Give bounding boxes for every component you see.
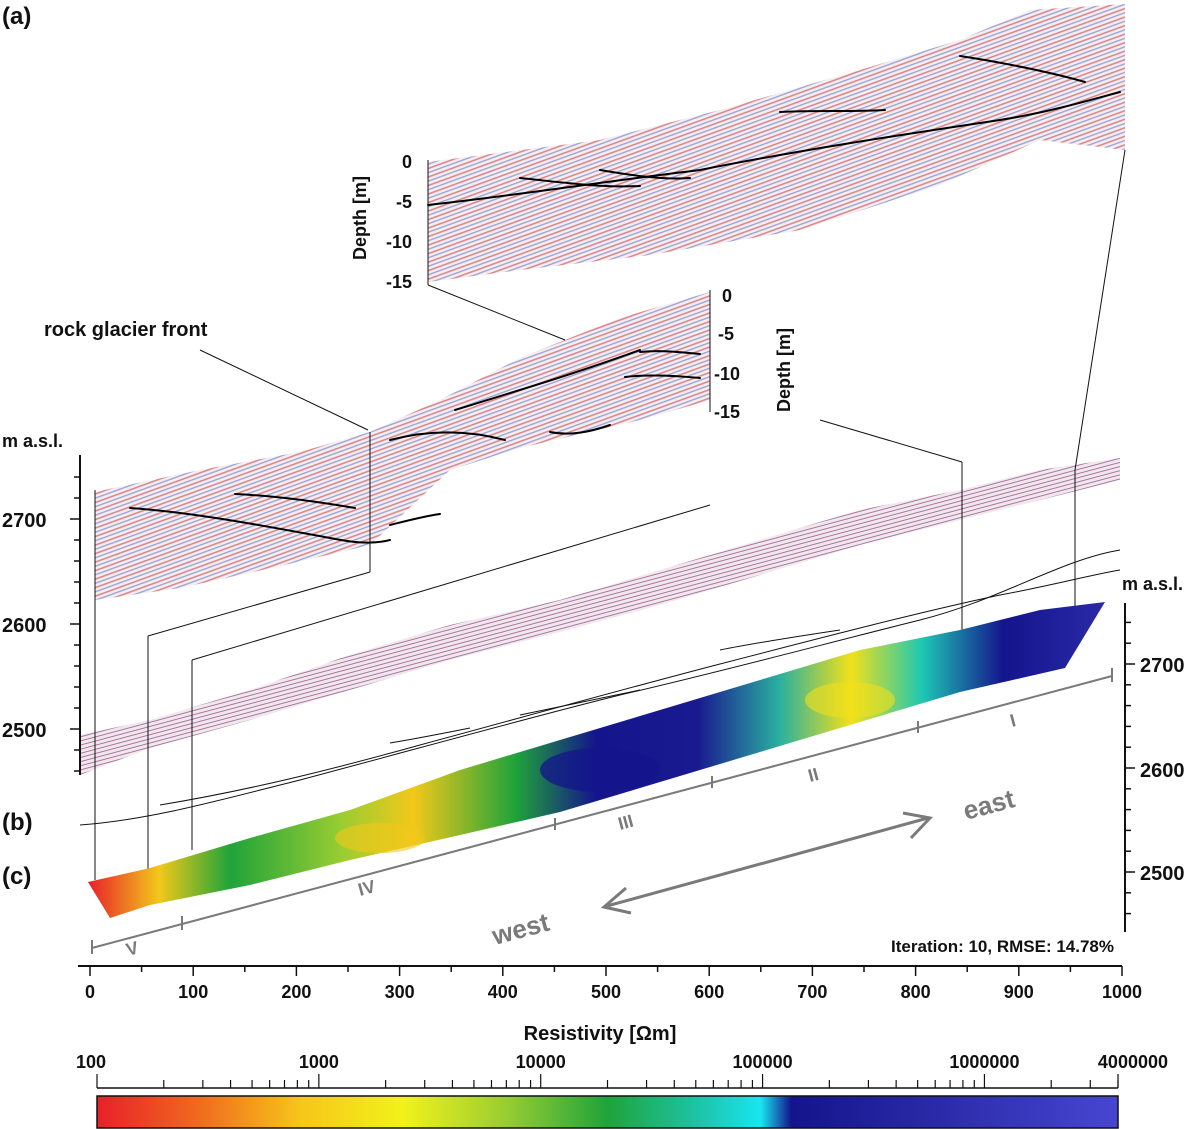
depth-tick-lower: -15 <box>714 402 740 422</box>
section-label: III <box>616 811 636 834</box>
depth-tick-lower: -5 <box>718 324 734 344</box>
colorbar-tick-label: 10000 <box>516 1052 566 1072</box>
right-axis-tick: 2700 <box>1140 655 1185 677</box>
left-elevation-axis: m a.s.l. 2700 2600 2500 <box>2 431 81 775</box>
distance-tick-label: 600 <box>694 982 724 1002</box>
west-label: west <box>488 907 553 951</box>
gpr-zoom-upper: Depth [m] 0 -5 -10 -15 <box>350 4 1125 292</box>
inversion-stats: Iteration: 10, RMSE: 14.78% <box>891 937 1114 956</box>
right-axis-unit: m a.s.l. <box>1122 574 1183 594</box>
colorbar-tick-label: 1000 <box>299 1052 339 1072</box>
distance-axis: 0 100 200 300 400 500 600 700 800 900 1000 <box>78 965 1142 1002</box>
distance-tick-label: 100 <box>178 982 208 1002</box>
colorbar: Resistivity [Ωm] 100 1000 10000 100000 10000… <box>76 1023 1168 1129</box>
distance-tick-label: 700 <box>797 982 827 1002</box>
section-label: V <box>124 937 141 959</box>
colorbar-tick-label: 1000000 <box>949 1052 1019 1072</box>
colorbar-label: Resistivity [Ωm] <box>524 1023 677 1045</box>
depth-label-upper: Depth [m] <box>350 176 370 260</box>
right-axis-tick: 2500 <box>1140 863 1185 885</box>
distance-tick-label: 0 <box>85 982 95 1002</box>
left-axis-tick: 2700 <box>2 510 47 532</box>
section-baseline: V IV III II I <box>91 668 1113 960</box>
connector-lines <box>94 149 1126 880</box>
rock-glacier-front-label: rock glacier front <box>44 319 208 341</box>
gpr-full-profile <box>80 458 1120 775</box>
colorbar-tick-label: 100000 <box>733 1052 793 1072</box>
rock-glacier-front-leader <box>199 349 369 431</box>
section-label: IV <box>356 876 378 900</box>
depth-label-lower: Depth [m] <box>774 328 794 412</box>
distance-tick-label: 400 <box>488 982 518 1002</box>
section-label: II <box>806 764 821 786</box>
distance-tick-label: 1000 <box>1102 982 1142 1002</box>
panel-label-a: (a) <box>2 3 31 30</box>
colorbar-gradient <box>96 1095 1119 1129</box>
distance-tick-label: 200 <box>281 982 311 1002</box>
east-label: east <box>960 783 1018 826</box>
depth-tick-upper: -15 <box>386 272 412 292</box>
depth-tick-upper: 0 <box>402 152 412 172</box>
panel-label-c: (c) <box>2 863 31 890</box>
panel-label-b: (b) <box>2 809 33 836</box>
distance-tick-label: 500 <box>591 982 621 1002</box>
reflector-traces <box>79 549 1121 826</box>
depth-tick-lower: -10 <box>714 364 740 384</box>
depth-tick-upper: -5 <box>396 192 412 212</box>
distance-tick-label: 900 <box>1004 982 1034 1002</box>
ert-section <box>88 602 1105 918</box>
depth-tick-lower: 0 <box>722 286 732 306</box>
colorbar-tick-label: 100 <box>76 1052 106 1072</box>
gpr-zoom-front: 0 -5 -10 -15 Depth [m] <box>95 286 794 600</box>
left-axis-tick: 2600 <box>2 615 47 637</box>
distance-tick-label: 800 <box>901 982 931 1002</box>
left-axis-unit: m a.s.l. <box>2 431 63 451</box>
section-label: I <box>1008 710 1018 731</box>
colorbar-tick-label: 4000000 <box>1098 1052 1168 1072</box>
depth-tick-upper: -10 <box>386 232 412 252</box>
left-axis-tick: 2500 <box>2 720 47 742</box>
distance-tick-label: 300 <box>385 982 415 1002</box>
right-axis-tick: 2600 <box>1140 760 1185 782</box>
right-elevation-axis: m a.s.l. 2700 2600 2500 <box>1122 574 1185 932</box>
